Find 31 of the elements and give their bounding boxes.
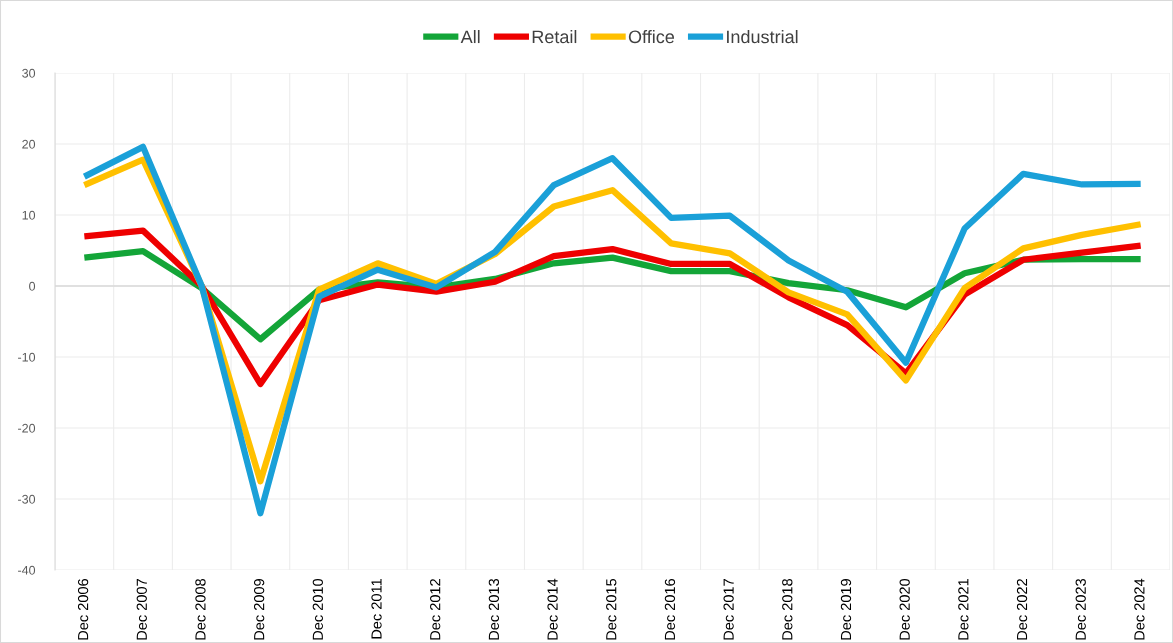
y-tick-label: 10 (22, 210, 36, 220)
y-tick-label: -40 (18, 565, 36, 575)
x-tick-label: Dec 2018 (782, 578, 793, 640)
x-tick-label: Dec 2017 (723, 579, 734, 640)
x-tick-label: Dec 2023 (1075, 578, 1086, 640)
x-tick-label: Dec 2022 (1016, 579, 1028, 640)
y-tick-label: -30 (18, 494, 36, 504)
x-tick-label: Dec 2009 (253, 579, 265, 640)
x-tick-label: Dec 2011 (371, 579, 382, 639)
y-tick-label: 30 (22, 68, 36, 78)
x-tick-label: Dec 2012 (430, 579, 441, 640)
x-tick-label: Dec 2014 (547, 578, 558, 640)
x-tick-label: Dec 2016 (664, 578, 676, 640)
x-tick-label: Dec 2008 (195, 578, 206, 640)
y-tick-label: 0 (29, 281, 36, 291)
x-tick-label: Dec 2019 (840, 579, 852, 640)
x-tick-label: Dec 2021 (958, 579, 969, 640)
y-tick-label: -20 (18, 423, 36, 433)
x-tick-label: Dec 2020 (899, 578, 910, 640)
x-tick-label: Dec 2010 (312, 578, 323, 640)
legend-label: Retail (532, 29, 577, 44)
legend-label: Industrial (727, 29, 798, 44)
x-tick-label: Dec 2015 (606, 578, 617, 640)
legend-label: All (460, 29, 480, 44)
x-tick-label: Dec 2007 (136, 579, 147, 640)
x-tick-label: Dec 2013 (488, 578, 500, 640)
y-tick-label: 20 (22, 139, 36, 149)
legend-label: Office (628, 29, 675, 44)
y-tick-label: -10 (18, 352, 36, 362)
x-tick-label: Dec 2024 (1134, 578, 1145, 640)
x-tick-label: Dec 2006 (77, 578, 89, 640)
